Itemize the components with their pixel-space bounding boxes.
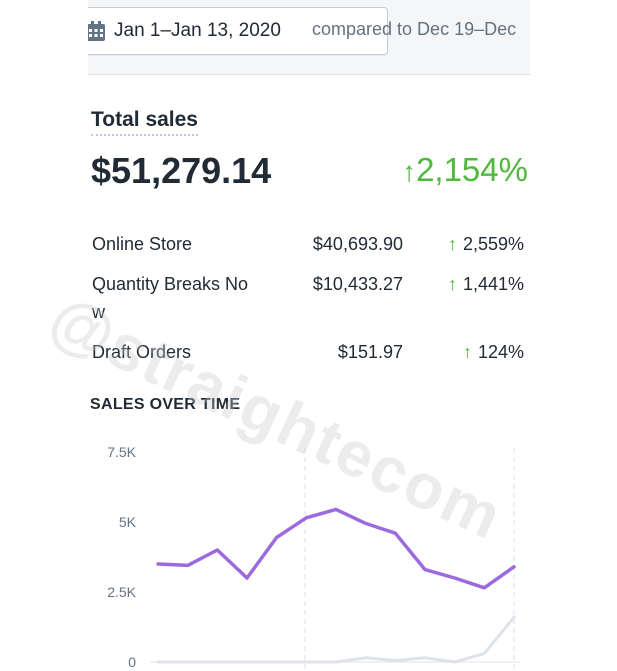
arrow-up-icon: ↑: [447, 274, 457, 294]
breakdown-change-quantity-breaks: ↑ 1,441%: [448, 270, 524, 298]
breakdown-change-value: 124%: [477, 342, 524, 362]
breakdown-change-value: 2,559%: [462, 234, 524, 254]
breakdown-name-draft-orders: Draft Orders: [92, 342, 192, 362]
date-range-button[interactable]: Jan 1–Jan 13, 2020: [88, 7, 388, 55]
total-sales-title[interactable]: Total sales: [91, 108, 198, 136]
arrow-up-icon: ↑: [462, 342, 472, 362]
y-tick-label: 2.5K: [107, 584, 136, 600]
sales-series-line: [156, 507, 516, 590]
sales-over-time-chart: 7.5K 5K 2.5K 0: [107, 444, 520, 671]
breakdown-value-draft-orders: $151.97: [337, 342, 403, 362]
y-tick-label: 7.5K: [107, 444, 136, 460]
total-sales-value: $51,279.14: [91, 150, 272, 191]
date-range-label: Jan 1–Jan 13, 2020: [114, 20, 281, 41]
total-sales-change: ↑2,154%: [402, 151, 528, 189]
breakdown-name-quantity-breaks: Quantity Breaks Now: [92, 274, 249, 322]
breakdown-change-value: 1,441%: [462, 274, 524, 294]
comparison-series-line: [156, 615, 516, 664]
comparison-period-text: compared to Dec 19–Dec: [312, 19, 517, 39]
total-sales-change-value: 2,154%: [416, 151, 528, 188]
breakdown-value-quantity-breaks: $10,433.27: [312, 274, 403, 294]
breakdown-change-online-store: ↑ 2,559%: [448, 230, 524, 258]
breakdown-change-draft-orders: ↑ 124%: [463, 338, 524, 366]
breakdown-value-online-store: $40,693.90: [312, 234, 403, 254]
sales-over-time-title: SALES OVER TIME: [90, 396, 241, 413]
breakdown-name-online-store: Online Store: [92, 234, 193, 254]
date-filter-bar: Jan 1–Jan 13, 2020 compared to Dec 19–De…: [88, 0, 530, 75]
arrow-up-icon: ↑: [447, 234, 457, 254]
y-tick-label: 0: [128, 654, 136, 670]
calendar-icon: [88, 21, 105, 41]
y-tick-label: 5K: [119, 514, 137, 530]
arrow-up-icon: ↑: [402, 156, 417, 187]
